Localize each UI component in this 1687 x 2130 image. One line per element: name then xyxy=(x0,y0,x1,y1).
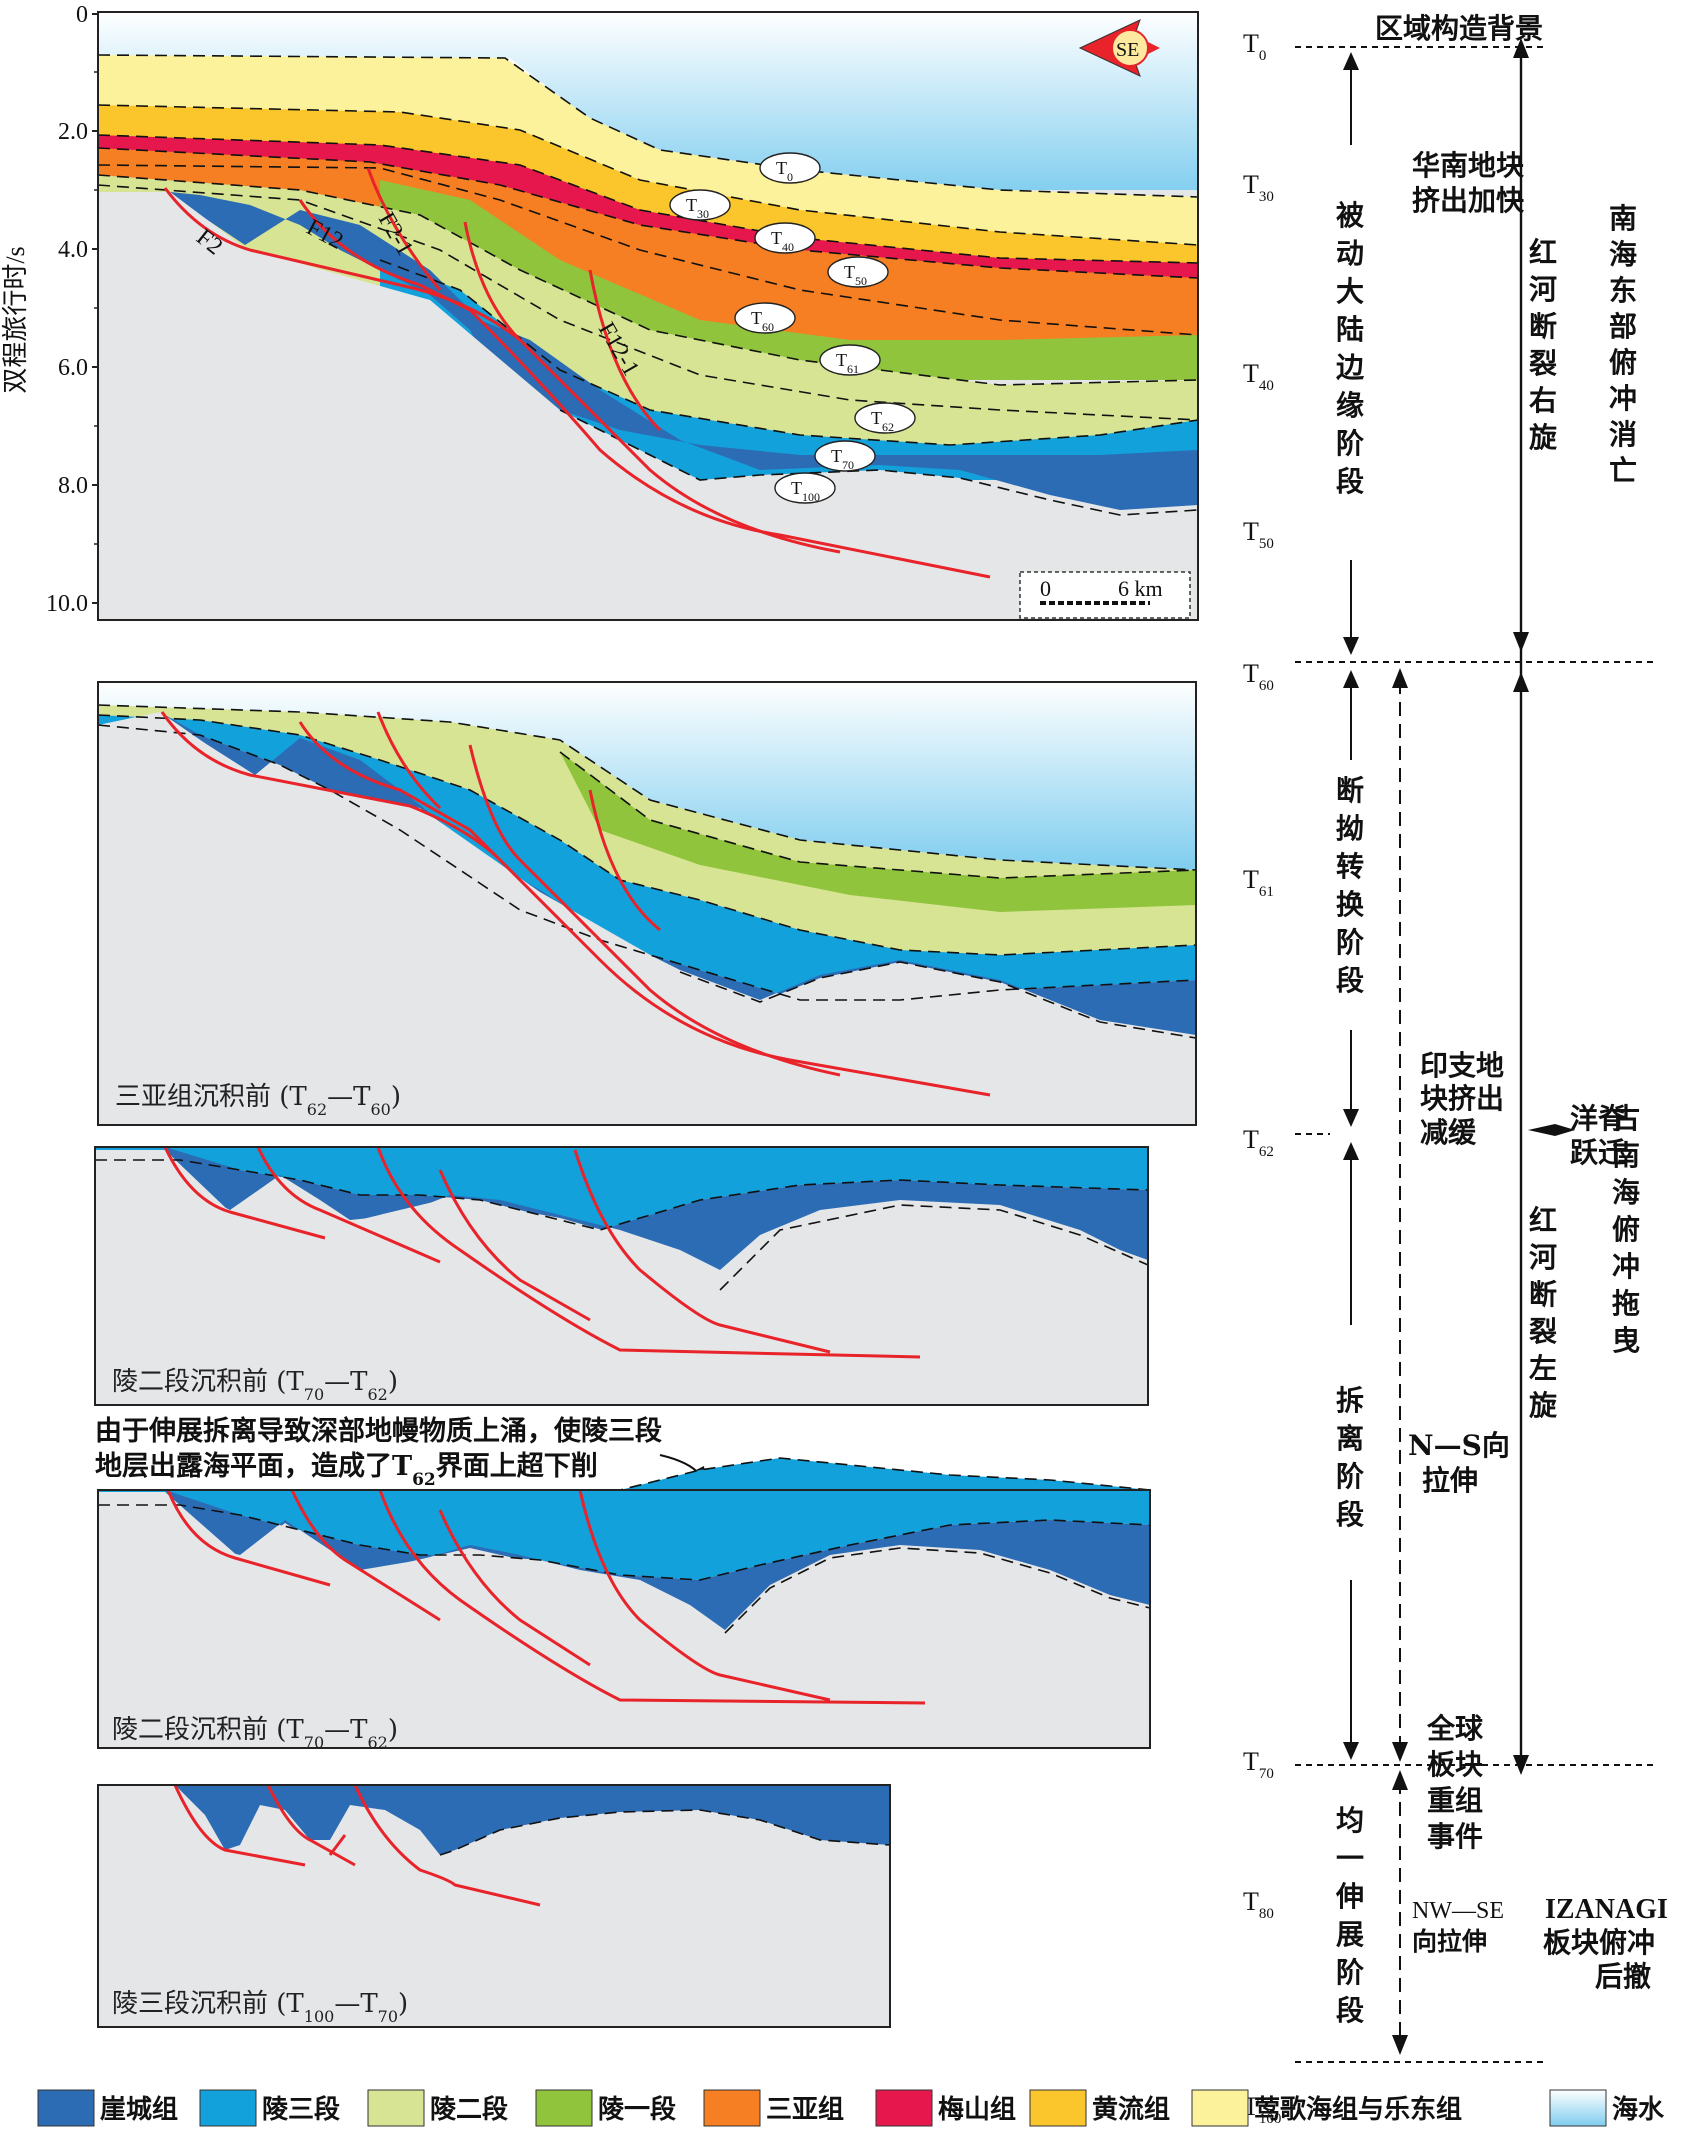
event-izanagi-2: 板块俯冲 xyxy=(1543,1926,1655,1959)
legend-item: 陵三段 xyxy=(200,2090,340,2126)
y-tick-label: 2.0 xyxy=(58,119,88,145)
legend-item: 海水 xyxy=(1550,2090,1665,2126)
timeline-t-label: T70 xyxy=(1243,1747,1274,1782)
legend-label: 三亚组 xyxy=(766,2094,844,2125)
timeline-t-label: T50 xyxy=(1243,517,1274,552)
scale-zero: 0 xyxy=(1040,576,1051,601)
stage-rift-sag-transition: 断拗转换阶段 xyxy=(1336,774,1365,997)
panel-4-section: 陵二段沉积前 (T70—T62) xyxy=(98,1458,1150,1752)
event-indochina-3: 减缓 xyxy=(1420,1116,1477,1149)
event-indochina-1: 印支地 xyxy=(1420,1049,1504,1082)
legend-label: 莺歌海组与乐东组 xyxy=(1254,2094,1462,2125)
uplift-annotation: 由于伸展拆离导致深部地幔物质上涌，使陵三段 地层出露海平面，造成了T62界面上超… xyxy=(95,1415,706,1490)
legend-label: 陵一段 xyxy=(598,2094,676,2125)
timeline-t-label: T62 xyxy=(1243,1125,1274,1160)
y-tick-label: 6.0 xyxy=(58,355,88,381)
legend-item: 陵二段 xyxy=(368,2090,508,2126)
horizon-marker: T70 xyxy=(815,441,875,472)
timeline-t-label: T40 xyxy=(1243,359,1274,394)
scale-bar: 0 6 km xyxy=(1020,572,1190,618)
horizon-marker: T30 xyxy=(670,190,730,221)
horizon-marker: T60 xyxy=(735,303,795,334)
timeline-t-label: T30 xyxy=(1243,170,1274,205)
timeline-t-label: T0 xyxy=(1243,29,1266,64)
stage-uniform-extension: 均一伸展阶段 xyxy=(1335,1804,1364,2027)
legend-label: 黄流组 xyxy=(1092,2094,1170,2125)
legend-label: 陵三段 xyxy=(262,2094,340,2125)
timeline-t-label: T60 xyxy=(1243,659,1274,694)
legend-label: 陵二段 xyxy=(430,2094,508,2125)
legend-label: 海水 xyxy=(1612,2095,1665,2125)
timeline-header: 区域构造背景 xyxy=(1375,12,1543,45)
legend-item: 崖城组 xyxy=(38,2090,178,2126)
event-global-plate: 全球板块重组事件 xyxy=(1426,1712,1484,1853)
y-tick-label: 10.0 xyxy=(46,591,88,617)
y-axis: 0 2.0 4.0 6.0 8.0 10.0 双程旅行时/s xyxy=(1,2,98,620)
event-indochina-2: 块挤出 xyxy=(1420,1082,1504,1115)
legend-label: 梅山组 xyxy=(938,2094,1016,2125)
event-south-sea-east: 南海东部俯冲消亡 xyxy=(1609,202,1637,487)
event-ns-extension-1: N—S向 xyxy=(1408,1429,1510,1462)
panel-1-present-section: F2 F12 F2-1 F12-1 T0T30T40T50T60T61T62T7… xyxy=(98,12,1198,620)
legend: 崖城组 陵三段 陵二段 陵一段 三亚组 梅山组 黄流组 莺歌海组与乐东组 海水 xyxy=(38,2090,1665,2126)
legend-item: 三亚组 xyxy=(704,2090,844,2126)
y-tick-label: 4.0 xyxy=(58,237,88,263)
scale-length: 6 km xyxy=(1118,576,1163,601)
y-axis-label: 双程旅行时/s xyxy=(1,246,30,393)
horizon-marker: T100 xyxy=(775,473,835,504)
compass-label: SE xyxy=(1116,39,1139,61)
timeline-t-label: T80 xyxy=(1243,1887,1274,1922)
stage-passive-margin: 被动大陆边缘阶段 xyxy=(1336,199,1365,498)
horizon-marker: T40 xyxy=(755,223,815,254)
event-south-china-1: 华南地块 xyxy=(1412,149,1524,182)
y-tick-label: 8.0 xyxy=(58,473,88,499)
event-nw-se-1: NW—SE xyxy=(1412,1898,1504,1924)
horizon-marker: T0 xyxy=(760,153,820,184)
event-south-china-2: 挤出加快 xyxy=(1412,184,1525,217)
legend-item: 梅山组 xyxy=(876,2090,1016,2126)
legend-item: 黄流组 xyxy=(1030,2090,1170,2126)
figure-canvas: F2 F12 F2-1 F12-1 T0T30T40T50T60T61T62T7… xyxy=(0,0,1687,2130)
event-ns-extension-2: 拉伸 xyxy=(1422,1464,1478,1497)
event-izanagi-1: IZANAGI xyxy=(1545,1894,1668,1925)
event-paleo-south-sea: 古南海俯冲拖曳 xyxy=(1612,1102,1640,1357)
stage-detachment: 拆离阶段 xyxy=(1336,1384,1364,1531)
annotation-line-2: 地层出露海平面，造成了T62界面上超下削 xyxy=(95,1451,598,1490)
event-nw-se-2: 向拉伸 xyxy=(1412,1927,1487,1956)
horizon-marker: T61 xyxy=(820,345,880,376)
event-izanagi-3: 后撤 xyxy=(1595,1960,1651,1993)
timeline-t-label: T61 xyxy=(1243,865,1274,900)
panel-2-section: 三亚组沉积前 (T62—T60) xyxy=(98,682,1196,1125)
legend-item: 陵一段 xyxy=(536,2090,676,2126)
horizon-marker: T62 xyxy=(855,403,915,434)
event-red-river-right: 红河断裂右旋 xyxy=(1529,236,1557,454)
legend-item: 莺歌海组与乐东组 xyxy=(1192,2090,1462,2126)
legend-label: 崖城组 xyxy=(100,2094,178,2125)
panel-3-section: 陵二段沉积前 (T70—T62) xyxy=(95,1147,1148,1405)
panel-5-section: 陵三段沉积前 (T100—T70) xyxy=(98,1785,890,2027)
annotation-line-1: 由于伸展拆离导致深部地幔物质上涌，使陵三段 xyxy=(95,1415,662,1447)
event-red-river-left: 红河断裂左旋 xyxy=(1529,1204,1557,1422)
y-tick-label: 0 xyxy=(76,2,88,28)
horizon-marker: T50 xyxy=(828,257,888,288)
